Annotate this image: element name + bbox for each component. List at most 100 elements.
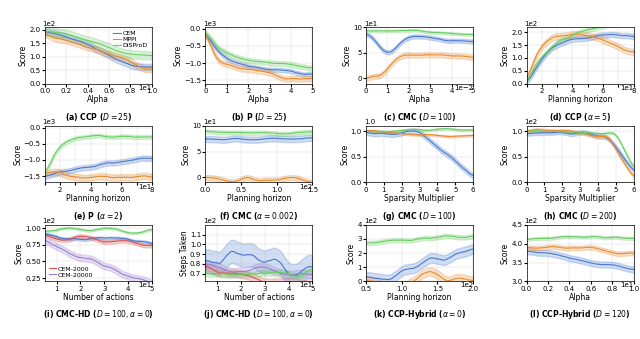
Y-axis label: Score: Score: [342, 45, 351, 66]
CEM-2000: [66, 237, 74, 241]
Text: 1e1: 1e1: [364, 21, 377, 26]
CEM-20000: [96, 262, 104, 266]
Line: CEM-20000: CEM-20000: [45, 240, 152, 283]
Y-axis label: Score: Score: [13, 144, 22, 165]
CEM-20000: [143, 279, 150, 283]
Text: (j) CMC-HD ($D = 100, \alpha = 0$): (j) CMC-HD ($D = 100, \alpha = 0$): [204, 308, 314, 321]
Y-axis label: Score: Score: [19, 45, 28, 66]
Legend: CEM-2000, CEM-20000: CEM-2000, CEM-20000: [48, 266, 94, 278]
X-axis label: Alpha: Alpha: [248, 95, 270, 104]
CEM-2000: [143, 243, 150, 247]
CEM-2000: [147, 243, 155, 247]
Text: 1e2: 1e2: [43, 21, 56, 26]
Text: 1e2: 1e2: [364, 218, 377, 224]
X-axis label: Number of actions: Number of actions: [223, 293, 294, 302]
Text: 1e−2: 1e−2: [454, 85, 473, 91]
Text: 1e3: 1e3: [43, 119, 56, 125]
CEM-20000: [140, 278, 147, 282]
Text: (g) CMC ($D = 100$): (g) CMC ($D = 100$): [382, 210, 457, 223]
Text: 1e1: 1e1: [620, 282, 634, 288]
CEM-2000: [105, 240, 113, 244]
Y-axis label: Score: Score: [340, 144, 349, 165]
DiSProD: [41, 29, 49, 34]
MPPI: [140, 66, 147, 70]
DiSProD: [143, 53, 150, 57]
Text: (c) CMC ($D = 100$): (c) CMC ($D = 100$): [383, 111, 456, 123]
X-axis label: Planning horizon: Planning horizon: [227, 194, 291, 203]
Text: 1e1: 1e1: [620, 85, 634, 91]
X-axis label: Number of actions: Number of actions: [63, 293, 134, 302]
Text: 1e2: 1e2: [300, 184, 312, 190]
CEM: [66, 36, 74, 40]
MPPI: [148, 67, 156, 71]
Y-axis label: Score: Score: [173, 45, 182, 66]
Line: CEM: CEM: [45, 32, 152, 67]
X-axis label: Planning horizon: Planning horizon: [387, 293, 452, 302]
Text: 1e1: 1e1: [139, 85, 152, 91]
DiSProD: [140, 53, 147, 57]
DiSProD: [61, 32, 69, 36]
DiSProD: [66, 33, 74, 37]
Text: 1e2: 1e2: [204, 218, 216, 224]
Y-axis label: Score: Score: [500, 242, 509, 264]
DiSProD: [105, 45, 113, 49]
CEM: [105, 53, 113, 57]
Text: (f) CMC ($\alpha = 0.002$): (f) CMC ($\alpha = 0.002$): [220, 210, 298, 222]
MPPI: [143, 67, 150, 71]
MPPI: [105, 52, 113, 56]
CEM-20000: [41, 238, 49, 242]
CEM: [61, 35, 69, 39]
Y-axis label: Score: Score: [347, 242, 356, 264]
CEM: [143, 65, 150, 69]
Y-axis label: Score: Score: [500, 144, 509, 165]
MPPI: [96, 48, 104, 53]
CEM-2000: [140, 243, 147, 247]
X-axis label: Alpha: Alpha: [569, 293, 591, 302]
DiSProD: [96, 42, 104, 46]
Text: 1.0: 1.0: [364, 119, 375, 125]
X-axis label: Planning horizon: Planning horizon: [548, 95, 612, 104]
X-axis label: Sparsity Multiplier: Sparsity Multiplier: [385, 194, 454, 203]
X-axis label: Planning horizon: Planning horizon: [66, 194, 131, 203]
Y-axis label: Score: Score: [182, 144, 191, 165]
Text: (i) CMC-HD ($D = 100, \alpha = 0$): (i) CMC-HD ($D = 100, \alpha = 0$): [43, 308, 154, 320]
Text: 1e1: 1e1: [204, 119, 216, 125]
CEM: [41, 30, 49, 34]
Line: CEM-2000: CEM-2000: [45, 235, 152, 245]
Text: 1e1: 1e1: [139, 282, 152, 288]
Text: 1e2: 1e2: [524, 119, 538, 125]
CEM-20000: [61, 249, 69, 253]
Legend: CEM, MPPI, DiSProD: CEM, MPPI, DiSProD: [113, 30, 148, 49]
Text: (k) CCP-Hybrid ($\alpha = 0$): (k) CCP-Hybrid ($\alpha = 0$): [372, 308, 467, 321]
CEM: [148, 65, 156, 69]
Text: 1e2: 1e2: [524, 218, 538, 224]
MPPI: [66, 39, 74, 43]
CEM-2000: [61, 238, 69, 242]
MPPI: [147, 67, 155, 71]
CEM: [96, 49, 104, 53]
Text: (h) CMC ($D = 200$): (h) CMC ($D = 200$): [543, 210, 618, 222]
Text: (e) P ($\alpha = 2$): (e) P ($\alpha = 2$): [73, 210, 124, 222]
Line: MPPI: MPPI: [45, 33, 152, 69]
DiSProD: [148, 54, 156, 58]
CEM-2000: [41, 233, 49, 237]
MPPI: [41, 31, 49, 35]
X-axis label: Alpha: Alpha: [408, 95, 431, 104]
Text: (d) CCP ($\alpha = 5$): (d) CCP ($\alpha = 5$): [549, 111, 611, 123]
CEM: [145, 65, 152, 69]
Text: 1e1: 1e1: [299, 282, 312, 288]
CEM-2000: [96, 239, 104, 243]
CEM-20000: [66, 252, 74, 256]
Text: (a) CCP ($D = 25$): (a) CCP ($D = 25$): [65, 111, 132, 123]
CEM-20000: [148, 281, 156, 285]
Text: 1e2: 1e2: [524, 21, 538, 26]
Text: (l) CCP-Hybrid ($D = 120$): (l) CCP-Hybrid ($D = 120$): [529, 308, 631, 321]
Line: DiSProD: DiSProD: [45, 32, 152, 56]
Y-axis label: Score: Score: [500, 45, 509, 66]
CEM: [140, 65, 147, 69]
CEM-20000: [105, 265, 113, 269]
Text: 1e2: 1e2: [43, 218, 56, 224]
Text: 1e3: 1e3: [204, 21, 216, 26]
CEM-2000: [148, 243, 156, 247]
X-axis label: Sparsity Multiplier: Sparsity Multiplier: [545, 194, 615, 203]
